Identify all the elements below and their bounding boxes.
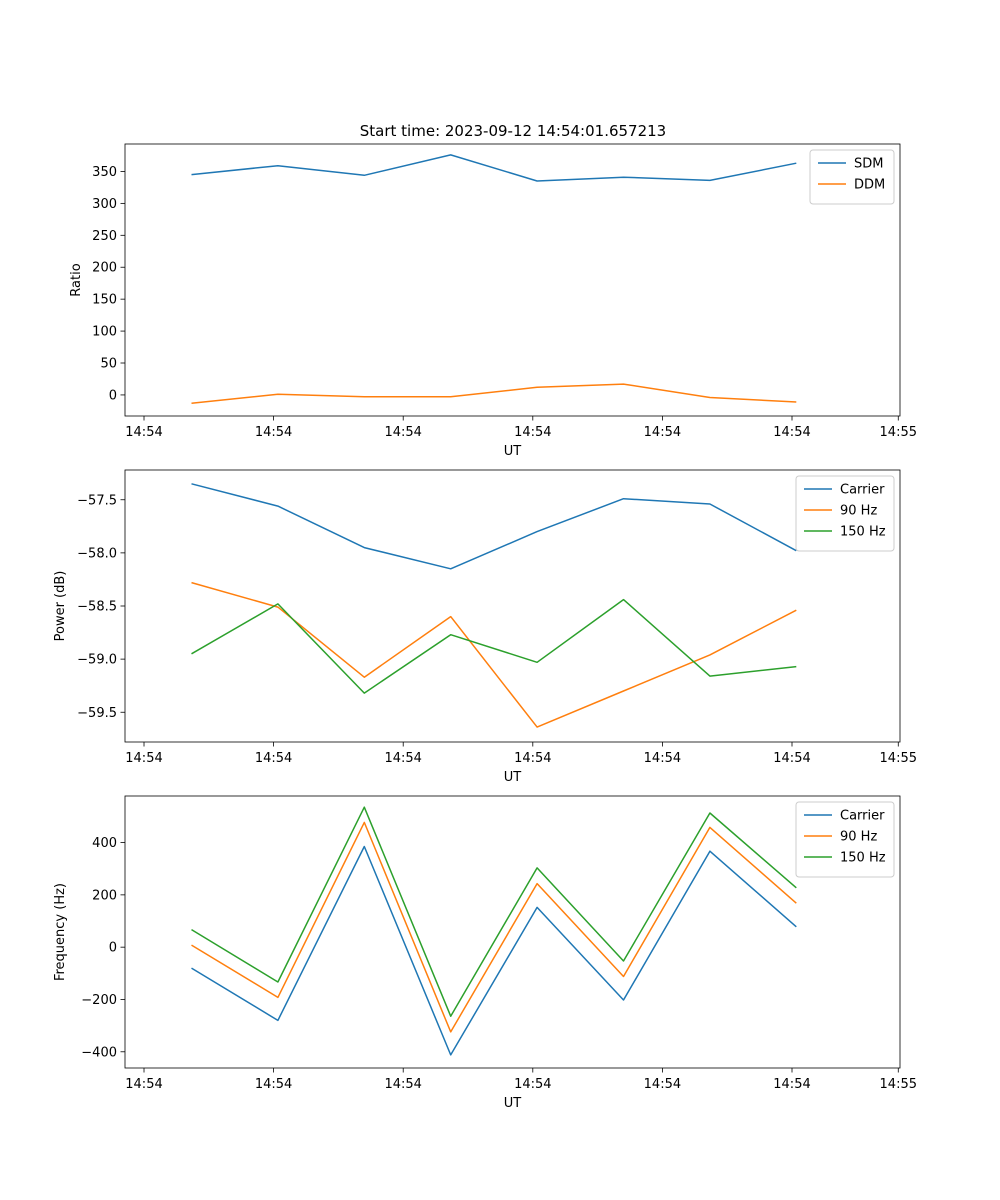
y-tick-label: 0 <box>109 388 117 403</box>
legend-label: Carrier <box>840 483 885 498</box>
x-axis-label: UT <box>504 444 522 459</box>
x-axis-label: UT <box>504 1096 522 1111</box>
x-tick-label: 14:54 <box>255 425 292 440</box>
y-tick-label: −200 <box>81 993 117 1008</box>
y-tick-label: 350 <box>92 165 117 180</box>
y-tick-label: −58.5 <box>77 600 117 615</box>
x-tick-label: 14:54 <box>644 425 681 440</box>
x-tick-label: 14:54 <box>125 1077 162 1092</box>
x-tick-label: 14:54 <box>384 1077 421 1092</box>
plot-frame <box>124 795 901 1069</box>
y-tick-label: −59.0 <box>77 653 117 668</box>
x-tick-label: 14:54 <box>255 751 292 766</box>
frequency-chart: 14:54 14:54 14:54 14:54 14:54 14:54 14:55 −400 −… <box>53 795 917 1111</box>
x-tick-label: 14:54 <box>644 751 681 766</box>
series-line-carrier <box>191 483 797 570</box>
legend-label: 150 Hz <box>840 525 886 540</box>
legend: SDM DDM <box>809 149 895 205</box>
y-tick-label: 200 <box>92 261 117 276</box>
y-tick-label: −57.5 <box>77 493 117 508</box>
power-chart: 14:54 14:54 14:54 14:54 14:54 14:54 14:55 −59.5… <box>53 469 917 785</box>
y-tick-label: 400 <box>92 836 117 851</box>
series-line-sdm <box>191 154 797 182</box>
x-tick-label: 14:54 <box>514 1077 551 1092</box>
y-tick-label: −58.0 <box>77 546 117 561</box>
series-line-ddm <box>191 383 797 404</box>
ratio-chart: 14:54 14:54 14:54 14:54 14:54 14:54 14:55 0 50 10… <box>69 143 917 459</box>
x-tick-label: 14:54 <box>384 751 421 766</box>
x-tick-label: 14:54 <box>773 425 810 440</box>
y-axis-label: Power (dB) <box>53 571 68 642</box>
x-tick-label: 14:54 <box>125 425 162 440</box>
y-tick-label: 300 <box>92 197 117 212</box>
y-tick-label: −400 <box>81 1045 117 1060</box>
legend-label: DDM <box>854 178 885 193</box>
legend-frame <box>795 801 895 878</box>
x-tick-label: 14:54 <box>644 1077 681 1092</box>
series-line-150-hz <box>191 598 797 694</box>
y-tick-label: 200 <box>92 888 117 903</box>
series-line-150-hz <box>191 806 797 1017</box>
legend-label: SDM <box>854 157 883 172</box>
y-tick-label: 150 <box>92 293 117 308</box>
x-tick-label: 14:54 <box>384 425 421 440</box>
x-tick-label: 14:54 <box>125 751 162 766</box>
x-axis-label: UT <box>504 770 522 785</box>
series-line-90-hz <box>191 581 797 728</box>
x-tick-label: 14:54 <box>773 1077 810 1092</box>
x-tick-label: 14:55 <box>880 425 917 440</box>
series-line-carrier <box>191 845 797 1056</box>
y-tick-label: 100 <box>92 325 117 340</box>
plot-frame <box>124 469 901 743</box>
x-tick-label: 14:54 <box>514 425 551 440</box>
legend-label: 150 Hz <box>840 851 886 866</box>
legend-label: Carrier <box>840 809 885 824</box>
legend: Carrier 90 Hz 150 Hz <box>795 475 895 552</box>
x-tick-label: 14:54 <box>255 1077 292 1092</box>
x-tick-label: 14:55 <box>880 751 917 766</box>
x-tick-label: 14:54 <box>773 751 810 766</box>
x-tick-label: 14:55 <box>880 1077 917 1092</box>
legend-label: 90 Hz <box>840 830 877 845</box>
legend-label: 90 Hz <box>840 504 877 519</box>
y-tick-label: −59.5 <box>77 706 117 721</box>
y-tick-label: 50 <box>100 357 117 372</box>
figure-title: Start time: 2023-09-12 14:54:01.657213 <box>360 122 666 140</box>
series-line-90-hz <box>191 821 797 1033</box>
y-tick-label: 0 <box>109 941 117 956</box>
legend: Carrier 90 Hz 150 Hz <box>795 801 895 878</box>
x-tick-label: 14:54 <box>514 751 551 766</box>
legend-frame <box>795 475 895 552</box>
y-axis-label: Ratio <box>69 263 84 296</box>
plot-frame <box>124 143 901 417</box>
y-axis-label: Frequency (Hz) <box>53 883 68 981</box>
y-tick-label: 250 <box>92 229 117 244</box>
